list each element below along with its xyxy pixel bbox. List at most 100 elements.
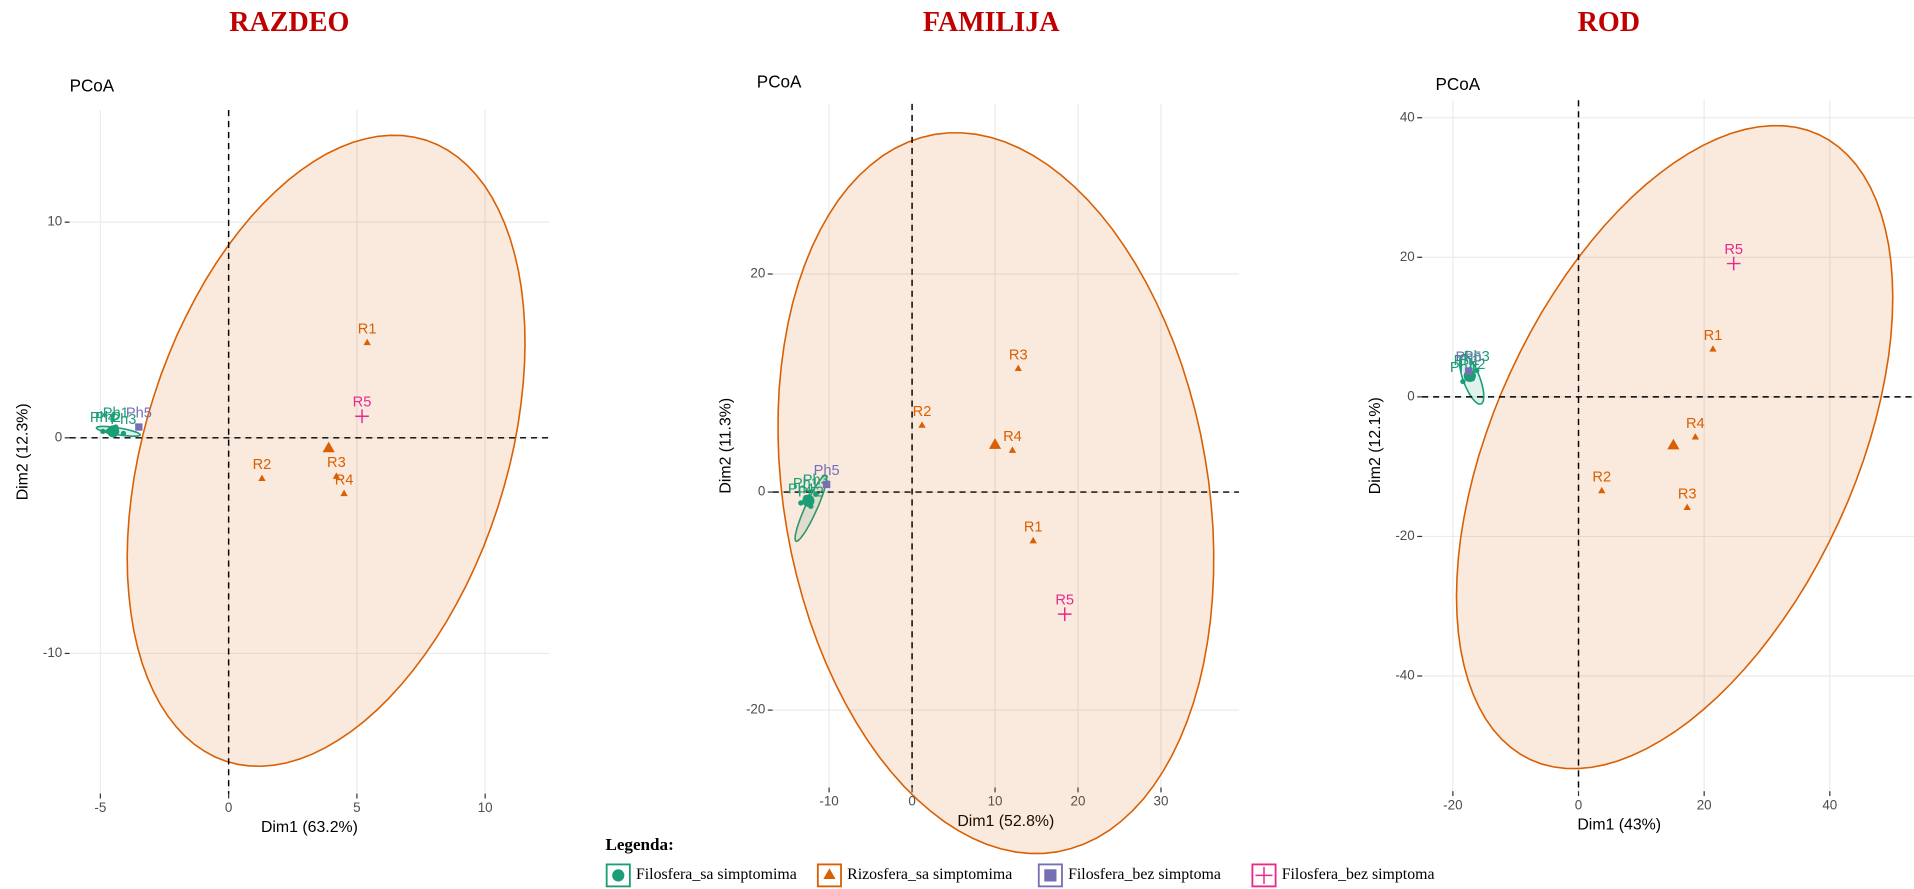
point	[1057, 607, 1072, 621]
point	[100, 428, 106, 435]
legend-marker	[1044, 869, 1057, 882]
point	[798, 500, 804, 506]
x-tick-label: 20	[1071, 794, 1086, 809]
centroid	[322, 441, 335, 453]
x-tick-label: 0	[1575, 797, 1582, 812]
centroid	[988, 438, 1002, 449]
point	[1474, 367, 1480, 374]
point	[1726, 256, 1741, 271]
point	[1029, 536, 1037, 544]
legend-marker	[612, 869, 625, 882]
point-label: Ph2	[95, 410, 121, 426]
point-label: R4	[335, 472, 354, 488]
point	[1683, 503, 1691, 511]
point	[340, 489, 348, 497]
point	[120, 430, 127, 437]
point	[258, 474, 266, 481]
chart-subtitle: PCoA	[757, 73, 802, 92]
point-label: R3	[1678, 486, 1697, 502]
x-tick-label: -10	[819, 794, 838, 809]
legend-marker	[1255, 866, 1273, 884]
point-label: R1	[1024, 520, 1043, 536]
point-label: Ph1	[103, 405, 129, 421]
centroid	[1667, 438, 1680, 450]
point	[1709, 345, 1717, 352]
x-axis-label: Dim1 (52.8%)	[957, 813, 1054, 830]
point	[355, 409, 369, 424]
panel: ROD PCoA -20 0 20 40 -40 -20 0 20 40 Dim1 (43%) Dim2…	[1367, 7, 1914, 834]
confidence-ellipse	[777, 132, 1215, 855]
panel: RAZDEO PCoA -5 0 5 10 -10 0 10 Dim1 (63.2%) Dim2 (…	[14, 7, 550, 836]
y-tick-label: 10	[47, 214, 62, 229]
point-label: R3	[327, 455, 346, 471]
chart-subtitle: PCoA	[70, 76, 115, 95]
point-label: Ph5	[814, 463, 840, 479]
x-axis-label: Dim1 (63.2%)	[261, 819, 358, 836]
y-axis-label: Dim2 (11.3%)	[717, 398, 734, 494]
y-tick-label: 20	[1400, 249, 1415, 264]
point-label: Ph5	[126, 405, 152, 421]
point-label: Ph1	[1454, 353, 1480, 369]
y-tick-label: 0	[758, 484, 765, 499]
centroid	[802, 494, 815, 507]
y-tick-label: -40	[1395, 668, 1414, 683]
point-label: R1	[358, 321, 377, 337]
point-label: R5	[1724, 242, 1743, 258]
x-tick-label: 10	[988, 794, 1003, 809]
x-tick-label: 20	[1697, 797, 1712, 812]
x-tick-label: -20	[1443, 797, 1462, 812]
point-label: Ph1	[793, 476, 819, 492]
legend-label: Filosfera_bez simptoma	[1068, 866, 1221, 883]
point-label: Ph3	[110, 412, 136, 428]
y-tick-label: 0	[55, 429, 62, 444]
x-tick-label: -5	[94, 800, 106, 815]
y-tick-label: 0	[1407, 388, 1414, 403]
point-label: Ph4	[788, 481, 814, 497]
legend-label: Rizosfera_sa simptomima	[847, 866, 1012, 883]
chart-title: ROD	[1578, 7, 1640, 38]
chart-title: RAZDEO	[229, 7, 349, 38]
point	[822, 480, 831, 489]
y-tick-label: -10	[43, 645, 62, 660]
y-tick-label: -20	[1395, 528, 1414, 543]
point-label: R2	[913, 404, 932, 420]
x-tick-label: 0	[908, 794, 915, 809]
point-label: R3	[1009, 347, 1028, 363]
legend-title: Legenda:	[605, 835, 673, 854]
point-label: R2	[1592, 470, 1611, 486]
point	[1014, 364, 1022, 372]
chart-title: FAMILIJA	[923, 7, 1060, 38]
y-tick-label: 20	[750, 266, 765, 281]
y-tick-label: 40	[1400, 109, 1415, 124]
x-axis-label: Dim1 (43%)	[1577, 817, 1661, 834]
legend-label: Filosfera_sa simptomima	[636, 866, 797, 883]
x-tick-label: 10	[478, 800, 493, 815]
point-label: R2	[253, 457, 272, 473]
point	[135, 423, 143, 431]
y-axis-label: Dim2 (12.1%)	[1367, 397, 1384, 494]
point	[1598, 486, 1606, 494]
point	[363, 338, 371, 346]
legend-marker	[823, 868, 836, 880]
x-tick-label: 40	[1822, 797, 1837, 812]
x-tick-label: 30	[1154, 794, 1169, 809]
point	[332, 472, 341, 479]
point-label: R5	[353, 395, 372, 411]
point-label: Ph3	[803, 473, 829, 489]
point-label: R4	[1003, 429, 1022, 445]
point-label: R5	[1055, 593, 1074, 609]
point-label: Ph4	[90, 410, 116, 426]
point-label: R4	[1686, 416, 1705, 432]
point-label: Ph3	[1464, 349, 1490, 365]
centroid	[107, 425, 120, 438]
chart-subtitle: PCoA	[1436, 75, 1481, 94]
point	[813, 491, 819, 497]
legend-label: Filosfera_bez simptoma	[1282, 866, 1435, 883]
y-axis-label: Dim2 (12.3%)	[14, 403, 31, 500]
point	[918, 421, 926, 428]
panel: FAMILIJA PCoA -10 0 10 20 30 -20 0 20 Dim1 (52.8%)…	[717, 7, 1239, 855]
x-tick-label: 5	[353, 800, 360, 815]
point	[1008, 446, 1017, 453]
